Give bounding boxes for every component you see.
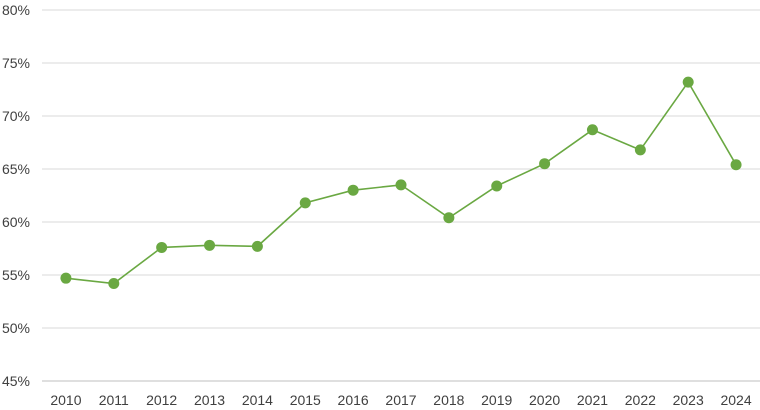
x-tick-label: 2021 xyxy=(577,392,608,408)
data-point-2021 xyxy=(586,124,598,136)
data-point-2013 xyxy=(204,239,216,251)
x-tick-label: 2010 xyxy=(50,392,81,408)
x-tick-label: 2019 xyxy=(481,392,512,408)
data-point-2014 xyxy=(251,240,263,252)
x-tick-label: 2023 xyxy=(673,392,704,408)
x-tick-label: 2022 xyxy=(625,392,656,408)
data-point-2016 xyxy=(347,184,359,196)
data-point-2011 xyxy=(108,277,120,289)
y-tick-label: 55% xyxy=(2,267,30,283)
data-point-2020 xyxy=(539,158,551,170)
x-axis-tick-labels: 2010 2011 2012 2013 2014 2015 2016 2017 2018 2019… xyxy=(50,392,751,408)
y-tick-label: 75% xyxy=(2,55,30,71)
data-point-2015 xyxy=(299,197,311,209)
data-point-2018 xyxy=(443,212,455,224)
x-tick-label: 2016 xyxy=(338,392,369,408)
gridlines xyxy=(42,9,760,382)
data-point-2017 xyxy=(395,179,407,191)
data-point-2019 xyxy=(491,180,503,192)
y-tick-label: 60% xyxy=(2,214,30,230)
x-tick-label: 2014 xyxy=(242,392,273,408)
x-tick-label: 2020 xyxy=(529,392,560,408)
x-tick-label: 2012 xyxy=(146,392,177,408)
data-point-2012 xyxy=(156,241,168,253)
y-tick-label: 80% xyxy=(2,2,30,18)
x-tick-label: 2015 xyxy=(290,392,321,408)
y-tick-label: 70% xyxy=(2,108,30,124)
data-point-2023 xyxy=(682,76,694,88)
y-axis-tick-labels: 45% 50% 55% 60% 65% 70% 75% 80% xyxy=(2,2,30,389)
y-tick-label: 50% xyxy=(2,320,30,336)
y-tick-label: 45% xyxy=(2,373,30,389)
x-tick-label: 2011 xyxy=(99,392,129,408)
series-group xyxy=(60,76,742,289)
data-point-2024 xyxy=(730,159,742,171)
x-tick-label: 2017 xyxy=(385,392,416,408)
x-tick-label: 2024 xyxy=(720,392,751,408)
x-tick-label: 2013 xyxy=(194,392,225,408)
y-tick-label: 65% xyxy=(2,161,30,177)
data-point-2010 xyxy=(60,272,72,284)
data-point-2022 xyxy=(634,144,646,156)
x-tick-label: 2018 xyxy=(433,392,464,408)
